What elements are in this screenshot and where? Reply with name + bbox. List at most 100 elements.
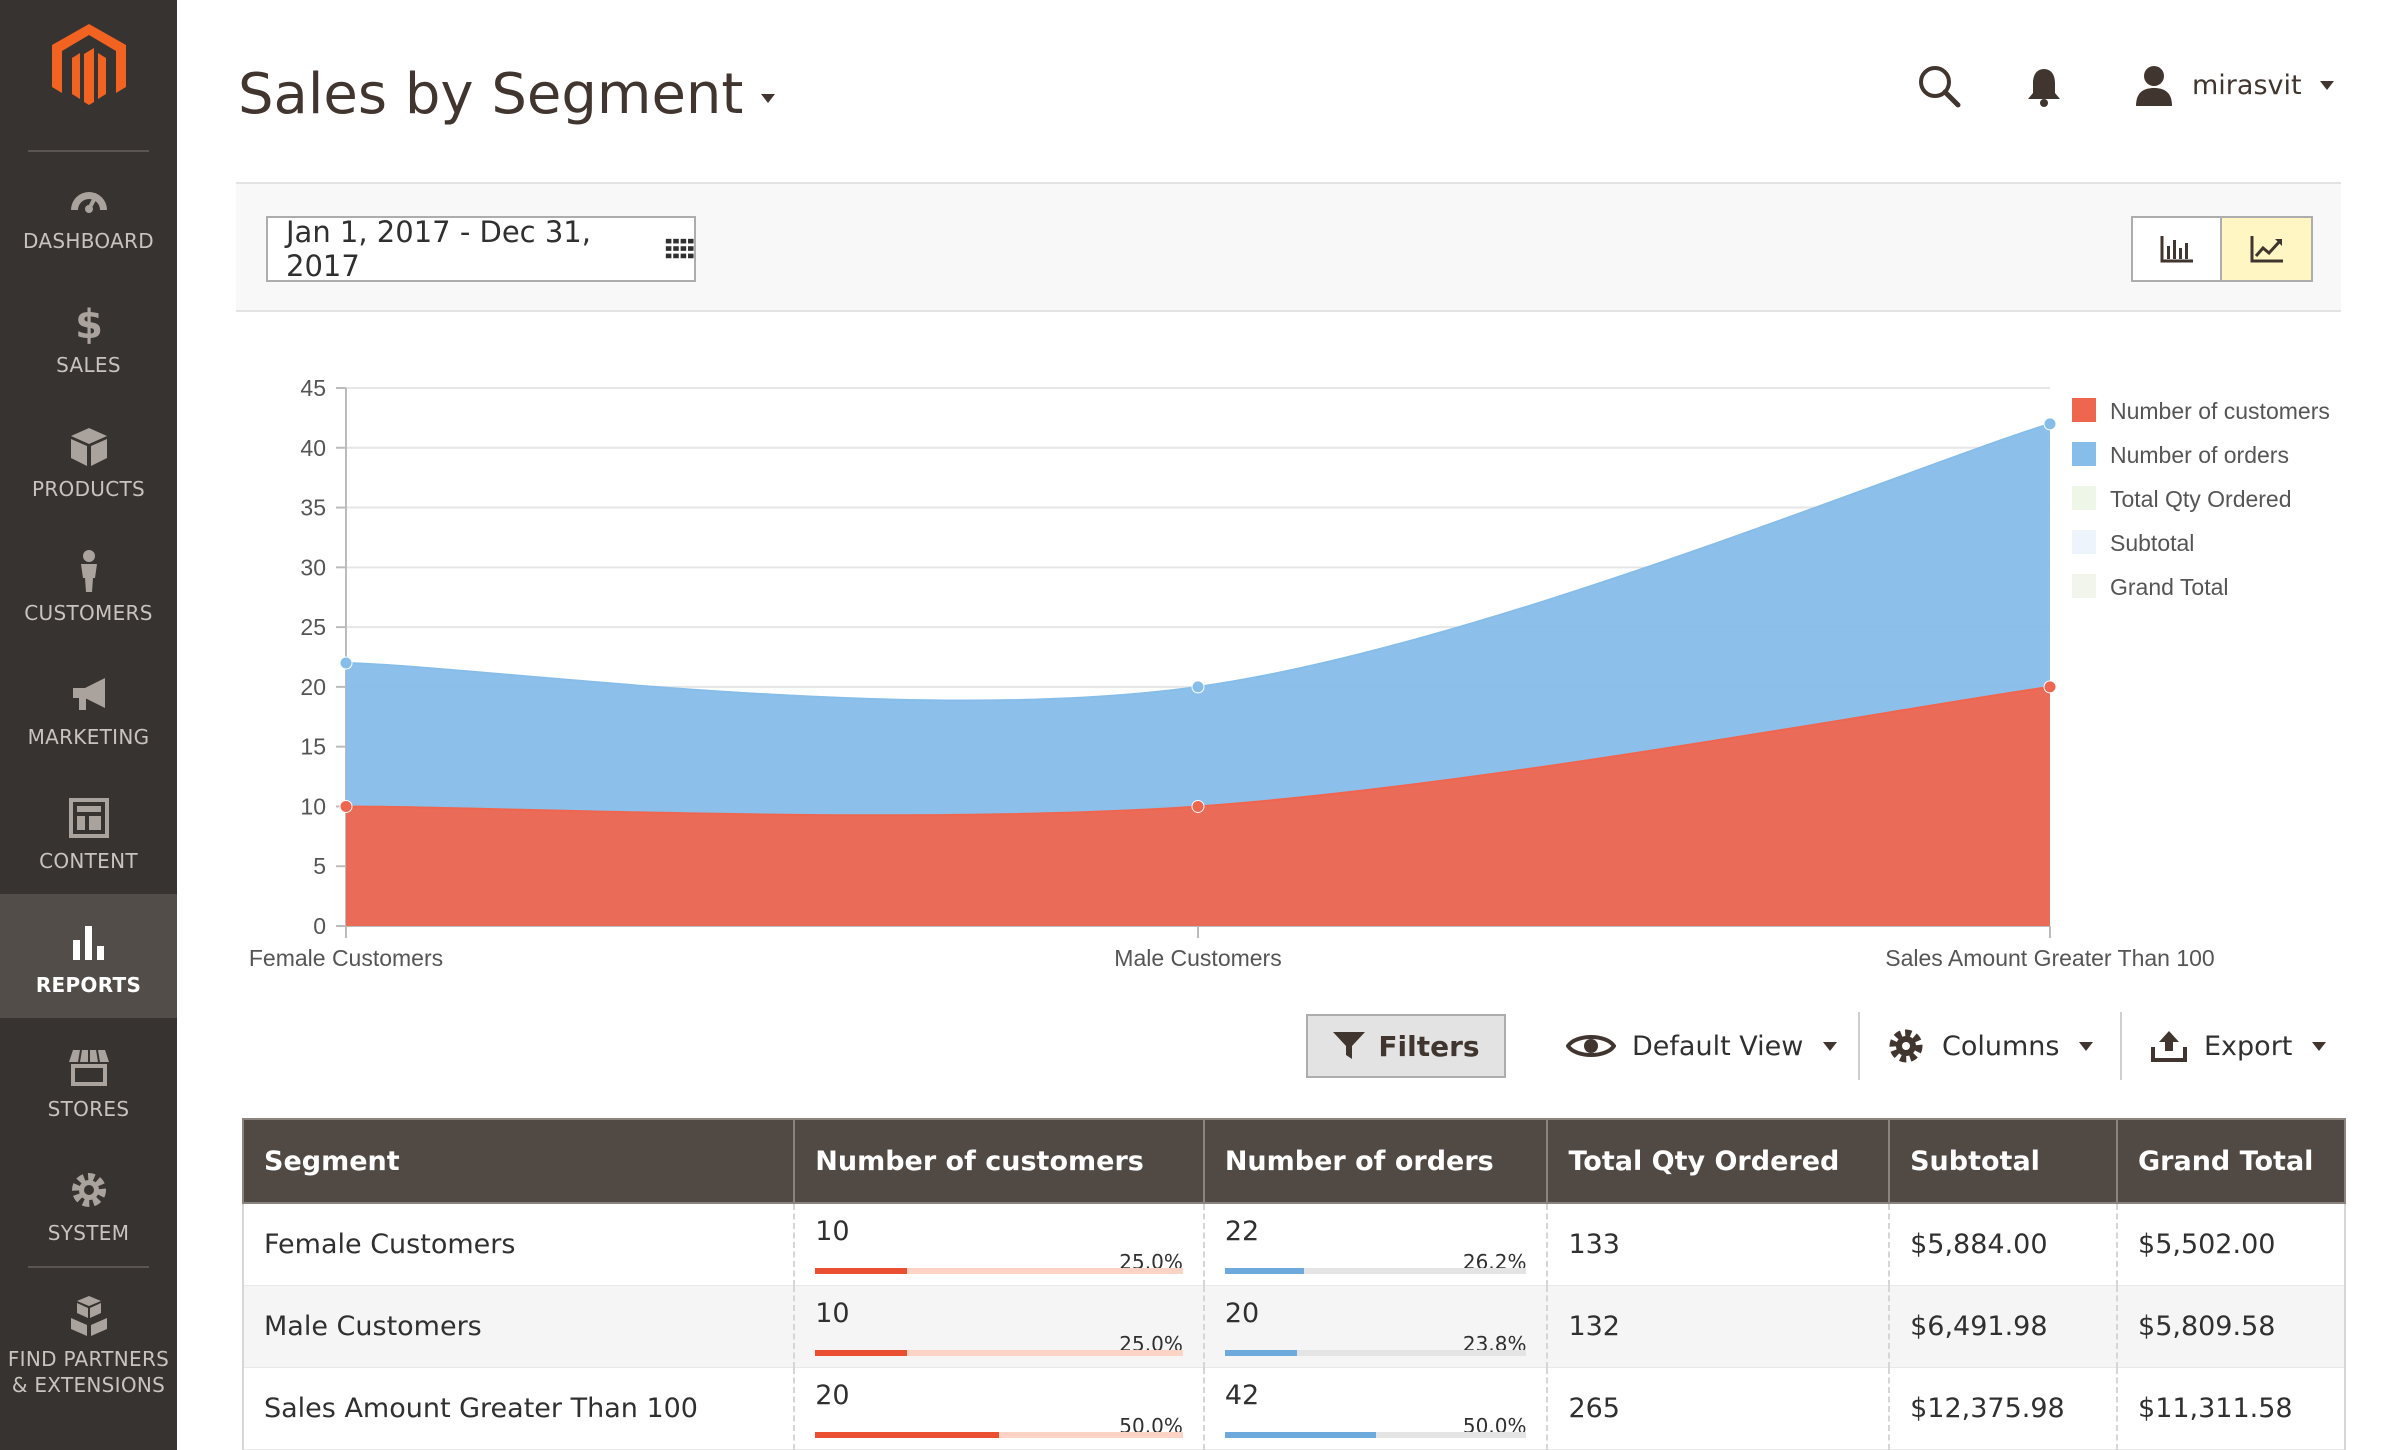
magento-logo[interactable] [50, 22, 128, 108]
sales-area-chart: 0 5 10 15 20 25 30 35 40 45 Female Customers Male … [249, 375, 2330, 971]
sidebar-item-label: PRODUCTS [31, 477, 145, 501]
sidebar-item-marketing[interactable]: MARKETING [0, 646, 177, 770]
column-header-grand-total[interactable]: Grand Total [2116, 1118, 2346, 1204]
data-point[interactable] [2043, 680, 2057, 694]
orders-bar-cell: 22 26.2% [1224, 1214, 1527, 1275]
column-header-qty[interactable]: Total Qty Ordered [1546, 1118, 1890, 1204]
cell-subtotal: $5,884.00 [1888, 1203, 2118, 1286]
sidebar-item-sales[interactable]: $ SALES [0, 274, 177, 398]
data-point[interactable] [339, 799, 353, 813]
sidebar-item-label: CUSTOMERS [24, 601, 153, 625]
boxes-icon [70, 1296, 107, 1336]
user-icon [2136, 66, 2172, 106]
legend-swatch [2072, 574, 2096, 598]
orders-bar-track [1224, 1350, 1527, 1356]
eye-icon [1566, 1035, 1616, 1057]
sidebar-item-reports[interactable]: REPORTS [0, 894, 177, 1018]
sidebar-item-find-partners[interactable]: FIND PARTNERS & EXTENSIONS [0, 1268, 177, 1450]
x-tick-label: Sales Amount Greater Than 100 [1885, 945, 2214, 971]
sidebar-item-customers[interactable]: CUSTOMERS [0, 522, 177, 646]
legend-swatch [2072, 398, 2096, 422]
bar-chart-icon [72, 926, 104, 960]
line-chart-icon [2250, 236, 2283, 263]
report-toolbar: Jan 1, 2017 - Dec 31, 2017 [236, 182, 2341, 312]
chevron-down-icon [761, 94, 776, 103]
export-control[interactable]: Export [2150, 1014, 2327, 1078]
columns-control[interactable]: Columns [1886, 1014, 2094, 1078]
page-title-switcher[interactable]: Sales by Segment [238, 62, 776, 127]
megaphone-icon [72, 678, 105, 710]
orders-bar-cell: 20 23.8% [1224, 1296, 1527, 1356]
cell-subtotal: $12,375.98 [1888, 1367, 2118, 1450]
customers-bar-track [815, 1268, 1183, 1275]
person-icon [80, 550, 97, 592]
cell-customers: 10 25.0% [793, 1285, 1204, 1368]
column-header-segment[interactable]: Segment [241, 1118, 795, 1204]
legend-label[interactable]: Number of orders [2110, 442, 2289, 468]
chart-type-switcher [2131, 216, 2313, 282]
filters-label: Filters [1378, 1029, 1480, 1063]
customers-bar-cell: 20 50.0% [815, 1378, 1183, 1438]
y-tick-label: 45 [300, 375, 326, 401]
y-tick-label: 35 [300, 495, 326, 521]
user-menu[interactable]: mirasvit [2132, 64, 2334, 106]
column-header-customers[interactable]: Number of customers [793, 1118, 1204, 1204]
sidebar-item-content[interactable]: CONTENT [0, 770, 177, 894]
report-table: Segment Number of customers Number of or… [241, 1118, 2346, 1450]
cell-grand-total: $5,809.58 [2116, 1285, 2346, 1368]
customers-bar-track [815, 1350, 1183, 1356]
x-tick-label: Female Customers [249, 945, 443, 971]
orders-value: 20 [1224, 1298, 1260, 1329]
column-chart-button[interactable] [2131, 216, 2222, 282]
table-row[interactable]: Female Customers 10 25.0% 22 26.2% 133 $5,884.… [241, 1203, 2346, 1286]
customers-bar-fill [815, 1432, 1000, 1438]
customers-value: 10 [815, 1216, 850, 1248]
storefront-icon [68, 1049, 109, 1086]
legend-label[interactable]: Grand Total [2110, 574, 2228, 600]
date-range-picker[interactable]: Jan 1, 2017 - Dec 31, 2017 [266, 215, 696, 283]
view-switcher[interactable]: Default View [1566, 1014, 1838, 1078]
sidebar-item-products[interactable]: PRODUCTS [0, 398, 177, 522]
sidebar-item-system[interactable]: SYSTEM [0, 1142, 177, 1266]
data-point[interactable] [1191, 799, 1205, 813]
data-point[interactable] [2043, 417, 2057, 431]
table-header-row: Segment Number of customers Number of or… [241, 1118, 2346, 1204]
y-tick-label: 25 [300, 614, 326, 640]
chevron-down-icon [1823, 1041, 1838, 1051]
gear-icon [1889, 1029, 1923, 1063]
legend-label[interactable]: Total Qty Ordered [2110, 486, 2292, 512]
sidebar-item-dashboard[interactable]: DASHBOARD [0, 150, 177, 274]
data-point[interactable] [1191, 680, 1205, 694]
y-tick-label: 0 [313, 913, 326, 939]
legend-label[interactable]: Number of customers [2110, 398, 2330, 424]
x-tick-label: Male Customers [1114, 945, 1281, 971]
column-header-orders[interactable]: Number of orders [1202, 1118, 1548, 1204]
filters-button[interactable]: Filters [1306, 1014, 1506, 1078]
cell-grand-total: $11,311.58 [2116, 1367, 2346, 1450]
customers-value: 20 [815, 1380, 850, 1411]
cell-orders: 42 50.0% [1202, 1367, 1548, 1450]
customers-bar-fill [815, 1350, 908, 1356]
table-row[interactable]: Male Customers 10 25.0% 20 23.8% 132 $6,491.98… [241, 1285, 2346, 1368]
sidebar-item-label: CONTENT [39, 849, 138, 873]
legend-label[interactable]: Subtotal [2110, 530, 2194, 556]
search-icon[interactable] [1917, 64, 1961, 108]
customers-bar-track [815, 1432, 1183, 1438]
layout-icon [68, 798, 109, 838]
sidebar-item-label: SALES [56, 353, 121, 377]
user-name: mirasvit [2192, 69, 2302, 101]
calendar-icon [666, 238, 694, 259]
sidebar-item-stores[interactable]: STORES [0, 1018, 177, 1142]
line-chart-button[interactable] [2222, 216, 2313, 282]
bell-icon[interactable] [2024, 66, 2064, 108]
data-point[interactable] [339, 656, 353, 670]
chevron-down-icon [2319, 80, 2334, 90]
cell-qty: 132 [1546, 1285, 1890, 1368]
orders-bar-fill [1224, 1432, 1376, 1438]
column-header-subtotal[interactable]: Subtotal [1888, 1118, 2118, 1204]
date-range-value: Jan 1, 2017 - Dec 31, 2017 [286, 215, 591, 283]
cell-segment: Female Customers [241, 1203, 795, 1286]
customers-bar-cell: 10 25.0% [815, 1296, 1183, 1356]
export-icon [2151, 1031, 2187, 1062]
table-row[interactable]: Sales Amount Greater Than 100 20 50.0% 42 50… [241, 1367, 2346, 1450]
